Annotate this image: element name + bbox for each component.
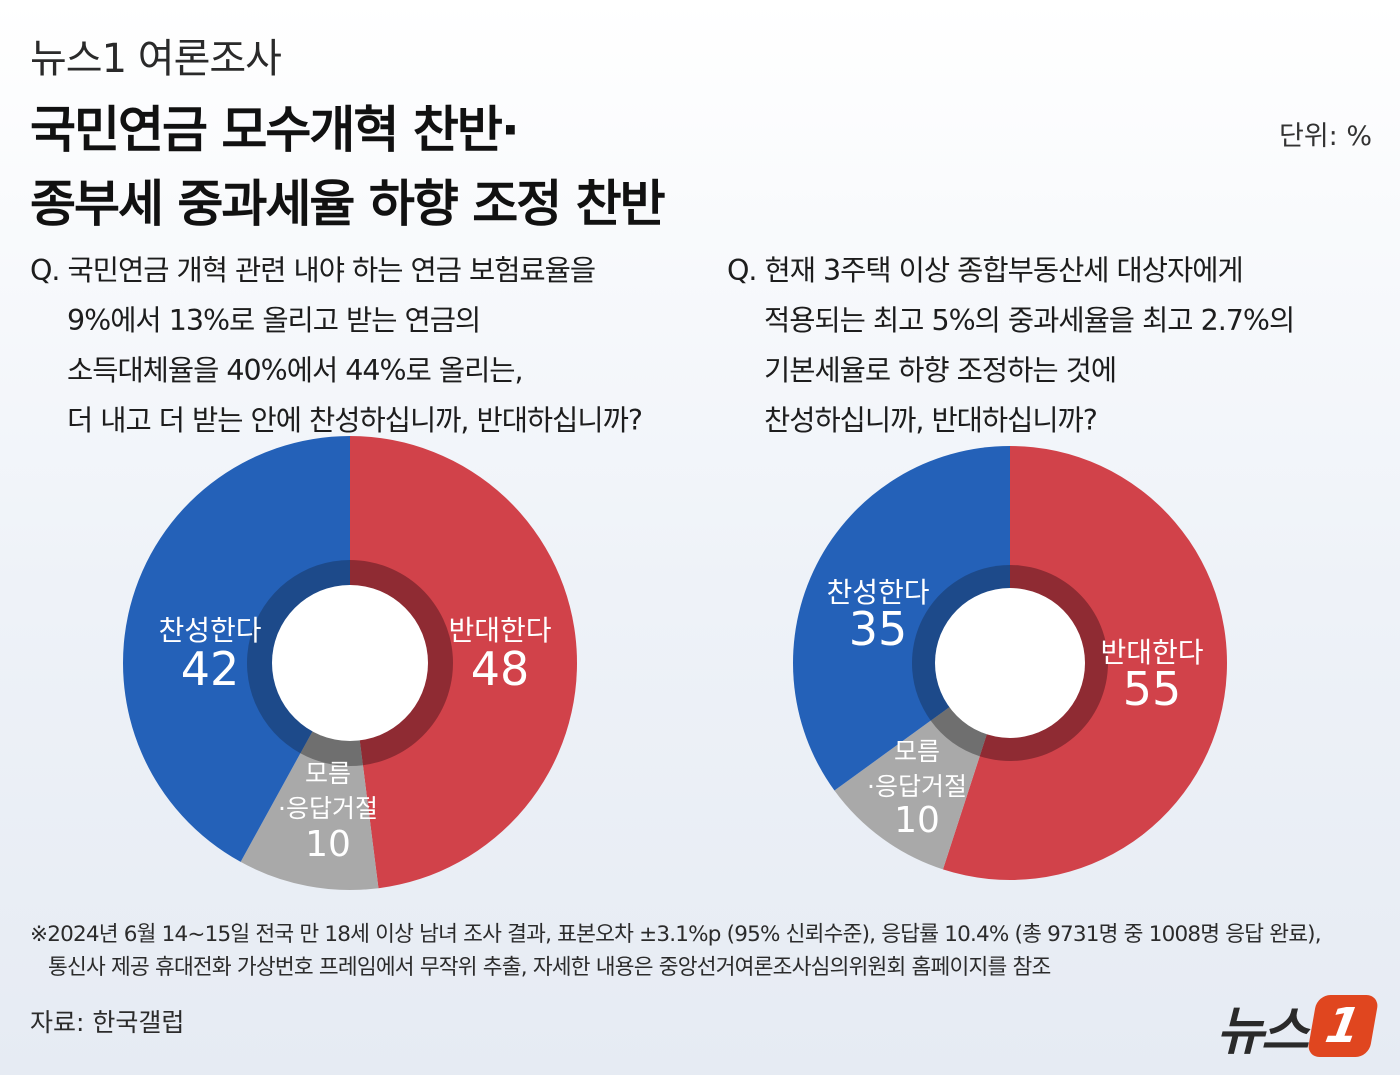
donut-hole xyxy=(935,588,1085,738)
question-1-line: 소득대체율을 40%에서 44%로 올리는, xyxy=(67,354,524,387)
unknown-label: 모름 xyxy=(894,737,940,766)
footnote-line-2: 통신사 제공 휴대전화 가상번호 프레임에서 무작위 추출, 자세한 내용은 중… xyxy=(48,955,1051,980)
title-line-1: 국민연금 모수개혁 찬반· xyxy=(30,101,520,159)
footnote-line-1: ※2024년 6월 14~15일 전국 만 18세 이상 남녀 조사 결과, 표… xyxy=(30,922,1322,947)
slice-support xyxy=(793,446,1010,791)
question-1-line: 9%에서 13%로 올리고 받는 연금의 xyxy=(67,304,481,337)
oppose-label: 반대한다 xyxy=(1100,636,1203,669)
oppose-value: 55 xyxy=(1123,662,1182,716)
footnote: ※2024년 6월 14~15일 전국 만 18세 이상 남녀 조사 결과, 표… xyxy=(30,918,1322,984)
question-2: Q. 현재 3주택 이상 종합부동산세 대상자에게 적용되는 최고 5%의 중과… xyxy=(727,246,1295,446)
title-line-2: 종부세 중과세율 하향 조정 찬반 xyxy=(30,175,666,233)
source-label: 자료: 한국갤럽 xyxy=(30,1008,185,1037)
question-2-line: 기본세율로 하향 조정하는 것에 xyxy=(764,354,1117,387)
oppose-label: 반대한다 xyxy=(448,614,551,647)
slice-oppose xyxy=(350,436,577,889)
question-1-line: Q. 국민연금 개혁 관련 내야 하는 연금 보험료율을 xyxy=(30,254,596,287)
unknown-label: 모름 xyxy=(305,759,351,788)
question-2-line: Q. 현재 3주택 이상 종합부동산세 대상자에게 xyxy=(727,254,1244,287)
unknown-value: 10 xyxy=(894,800,940,841)
donut-hole xyxy=(272,585,428,741)
unknown-label-2: ·응답거절 xyxy=(278,794,378,823)
question-2-line: 찬성하십니까, 반대하십니까? xyxy=(764,404,1098,437)
slice-support xyxy=(123,436,350,862)
logo-mark: 1 xyxy=(1306,995,1380,1057)
question-1: Q. 국민연금 개혁 관련 내야 하는 연금 보험료율을 9%에서 13%로 올… xyxy=(30,246,643,446)
question-2-line: 적용되는 최고 5%의 중과세율을 최고 2.7%의 xyxy=(764,304,1295,337)
support-label: 찬성한다 xyxy=(826,576,929,609)
oppose-value: 48 xyxy=(471,642,530,696)
question-1-line: 더 내고 더 받는 안에 찬성하십니까, 반대하십니까? xyxy=(67,404,643,437)
news1-logo: 뉴스 1 xyxy=(1216,995,1380,1062)
kicker: 뉴스1 여론조사 xyxy=(30,36,282,82)
logo-text: 뉴스 xyxy=(1216,1001,1309,1062)
support-value: 42 xyxy=(181,642,240,696)
unknown-value: 10 xyxy=(305,824,351,865)
support-value: 35 xyxy=(849,602,908,656)
support-label: 찬성한다 xyxy=(158,614,261,647)
unknown-label-2: ·응답거절 xyxy=(867,772,967,801)
unit-label: 단위: % xyxy=(1278,121,1372,152)
